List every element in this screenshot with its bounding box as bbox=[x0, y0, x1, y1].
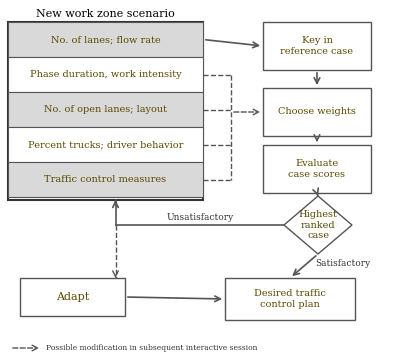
Bar bbox=[263, 88, 371, 136]
Text: Highest
ranked
case: Highest ranked case bbox=[298, 210, 338, 240]
Bar bbox=[8, 162, 203, 197]
Bar bbox=[263, 22, 371, 70]
Text: Evaluate
case scores: Evaluate case scores bbox=[288, 159, 346, 179]
Text: Possible modification in subsequent interactive session: Possible modification in subsequent inte… bbox=[46, 344, 258, 352]
Text: Traffic control measures: Traffic control measures bbox=[44, 175, 166, 184]
Bar bbox=[8, 22, 203, 200]
Text: Unsatisfactory: Unsatisfactory bbox=[166, 214, 233, 222]
Bar bbox=[8, 57, 203, 92]
Text: New work zone scenario: New work zone scenario bbox=[36, 9, 175, 19]
Bar bbox=[8, 22, 203, 57]
Text: Phase duration, work intensity: Phase duration, work intensity bbox=[30, 70, 181, 79]
Text: No. of open lanes; layout: No. of open lanes; layout bbox=[44, 105, 167, 114]
Text: Percent trucks; driver behavior: Percent trucks; driver behavior bbox=[28, 140, 183, 149]
Text: Choose weights: Choose weights bbox=[278, 107, 356, 116]
Polygon shape bbox=[284, 196, 352, 254]
Bar bbox=[8, 92, 203, 127]
Text: Key in
reference case: Key in reference case bbox=[280, 36, 354, 56]
Text: Desired traffic
control plan: Desired traffic control plan bbox=[254, 289, 326, 309]
Text: Satisfactory: Satisfactory bbox=[315, 260, 371, 269]
Bar bbox=[263, 145, 371, 193]
Bar bbox=[225, 278, 355, 320]
Bar bbox=[8, 127, 203, 162]
Bar bbox=[20, 278, 125, 316]
Text: Adapt: Adapt bbox=[56, 292, 89, 302]
Text: No. of lanes; flow rate: No. of lanes; flow rate bbox=[51, 35, 160, 44]
